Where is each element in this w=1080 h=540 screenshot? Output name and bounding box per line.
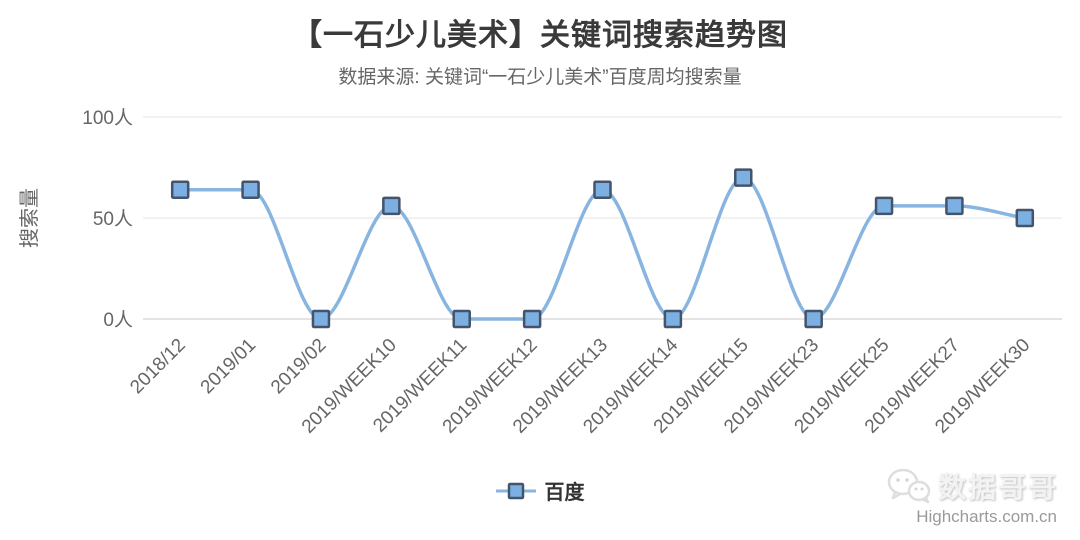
watermark-site-link[interactable]: Highcharts.com.cn (916, 507, 1057, 526)
chart-title: 【一石少儿美术】关键词搜索趋势图 (292, 19, 788, 52)
y-axis-tick-label: 100人 (82, 107, 133, 129)
data-point-marker[interactable] (593, 180, 612, 199)
data-point-marker[interactable] (945, 196, 964, 216)
watermark-brand: 数据哥哥 (937, 472, 1058, 503)
x-axis-label: 2019/02 (267, 335, 330, 398)
data-point-marker[interactable] (663, 309, 683, 329)
chart-subtitle: 数据来源: 关键词“一石少儿美术”百度周均搜索量 (338, 67, 742, 88)
data-point-marker[interactable] (1015, 208, 1035, 228)
x-axis-label: 2018/12 (126, 335, 189, 398)
watermark: 数据哥哥 (886, 466, 1058, 506)
data-point-marker[interactable] (804, 309, 823, 329)
data-point-marker[interactable] (241, 180, 260, 199)
legend-marker-icon (495, 482, 536, 499)
y-axis-title: 搜索量 (18, 188, 41, 248)
y-axis-tick-label: 50人 (93, 208, 133, 230)
x-axis-label: 2019/01 (197, 335, 260, 398)
data-point-marker[interactable] (874, 196, 894, 216)
data-point-marker[interactable] (734, 168, 753, 187)
legend-label: 百度 (544, 482, 585, 504)
data-point-marker[interactable] (311, 309, 331, 329)
data-point-marker[interactable] (452, 309, 471, 329)
data-point-marker[interactable] (522, 309, 542, 329)
y-axis-tick-label: 0人 (103, 309, 133, 331)
data-point-marker[interactable] (170, 180, 190, 199)
data-point-marker[interactable] (382, 196, 401, 216)
legend-item-baidu[interactable]: 百度 (0, 476, 1080, 505)
wechat-icon (887, 468, 931, 504)
